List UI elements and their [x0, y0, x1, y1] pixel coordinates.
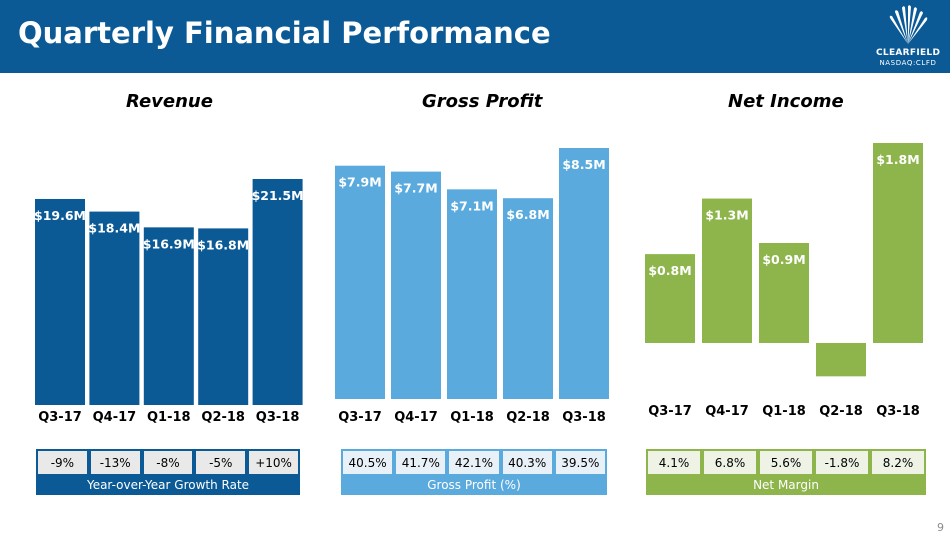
net-income-value-label: -$0.3M	[817, 388, 865, 403]
revenue-category-label: Q3-17	[38, 410, 82, 425]
gross-profit-bar-q4-17	[391, 171, 441, 399]
revenue-bar-q2-18	[198, 228, 249, 405]
net-income-percent-cell: 5.6%	[760, 451, 812, 474]
revenue-category-label: Q1-18	[147, 410, 191, 425]
fan-logo-icon	[889, 5, 928, 44]
page-number: 9	[937, 521, 944, 534]
revenue-bar-q1-18	[143, 227, 194, 405]
gross-profit-percent-cell: 40.3%	[502, 451, 552, 474]
revenue-percent-strip: -9% -13% -8% -5% +10%	[36, 449, 300, 476]
net-income-percent-cell: -1.8%	[816, 451, 868, 474]
gross-profit-value-label: $7.1M	[450, 198, 493, 213]
gross-profit-category-label: Q3-18	[562, 410, 606, 425]
gross-profit-strip-label: Gross Profit (%)	[341, 476, 607, 495]
gross-profit-category-label: Q2-18	[506, 410, 550, 425]
gross-profit-value-label: $7.7M	[394, 181, 437, 196]
revenue-percent-cell: -8%	[143, 451, 193, 474]
gross-profit-percent-cell: 39.5%	[555, 451, 605, 474]
gross-profit-category-label: Q3-17	[338, 410, 382, 425]
gross-profit-percent-strip: 40.5% 41.7% 42.1% 40.3% 39.5%	[341, 449, 607, 476]
net-income-category-label: Q2-18	[819, 404, 863, 419]
revenue-bar-q3-18	[252, 179, 303, 405]
logo-name: CLEARFIELD	[876, 48, 941, 58]
net-income-strip-label: Net Margin	[646, 476, 926, 495]
net-income-category-label: Q1-18	[762, 404, 806, 419]
gross-profit-percent-cell: 40.5%	[343, 451, 393, 474]
revenue-value-label: $18.4M	[88, 221, 140, 236]
gross-profit-bar-q3-17	[335, 165, 385, 399]
revenue-category-label: Q2-18	[201, 410, 245, 425]
net-income-percent-cell: 6.8%	[704, 451, 756, 474]
net-income-bar-q3-18	[873, 143, 923, 343]
net-income-bar-q3-17	[645, 254, 695, 343]
gross-profit-bar-q1-18	[447, 189, 497, 399]
net-income-category-label: Q3-17	[648, 404, 692, 419]
gross-profit-category-label: Q4-17	[394, 410, 438, 425]
slide-title: Quarterly Financial Performance	[18, 16, 551, 50]
net-income-chart-title: Net Income	[728, 91, 844, 112]
net-income-value-label: $0.8M	[648, 263, 691, 278]
revenue-strip-label: Year-over-Year Growth Rate	[36, 476, 300, 495]
net-income-bar-q2-18	[816, 343, 866, 377]
clearfield-logo: CLEARFIELD NASDAQ:CLFD	[876, 4, 940, 70]
header-bar: Quarterly Financial Performance CLEARFIE…	[0, 0, 950, 73]
revenue-percent-cell: -9%	[38, 451, 87, 474]
net-income-bar-q4-17	[702, 198, 752, 343]
gross-profit-percent-cell: 41.7%	[396, 451, 446, 474]
gross-profit-value-label: $6.8M	[506, 207, 549, 222]
revenue-category-label: Q3-18	[256, 410, 300, 425]
revenue-bar-q4-17	[89, 211, 140, 405]
net-income-value-label: $0.9M	[762, 252, 805, 267]
revenue-percent-cell: -5%	[196, 451, 246, 474]
gross-profit-category-label: Q1-18	[450, 410, 494, 425]
revenue-chart-title: Revenue	[126, 91, 213, 112]
net-income-percent-strip: 4.1% 6.8% 5.6% -1.8% 8.2%	[646, 449, 926, 476]
net-income-category-label: Q4-17	[705, 404, 749, 419]
gross-profit-chart-title: Gross Profit	[422, 91, 543, 112]
gross-profit-bar-q3-18	[559, 148, 609, 399]
net-income-value-label: $1.8M	[876, 152, 919, 167]
revenue-value-label: $16.9M	[143, 236, 195, 251]
net-income-category-label: Q3-18	[876, 404, 920, 419]
revenue-percent-cell: -13%	[90, 451, 140, 474]
net-income-percent-cell: 4.1%	[648, 451, 700, 474]
net-income-value-label: $1.3M	[705, 208, 748, 223]
net-income-percent-cell: 8.2%	[872, 451, 924, 474]
revenue-value-label: $21.5M	[252, 188, 304, 203]
net-income-bar-q1-18	[759, 243, 809, 343]
gross-profit-value-label: $8.5M	[562, 157, 605, 172]
revenue-value-label: $19.6M	[34, 208, 86, 223]
revenue-value-label: $16.8M	[197, 237, 249, 252]
gross-profit-bar-q2-18	[503, 198, 553, 399]
revenue-bar-q3-17	[35, 198, 85, 405]
revenue-category-label: Q4-17	[93, 410, 137, 425]
revenue-percent-cell: +10%	[249, 451, 298, 474]
gross-profit-value-label: $7.9M	[338, 175, 381, 190]
logo-ticker: NASDAQ:CLFD	[879, 59, 937, 67]
gross-profit-percent-cell: 42.1%	[449, 451, 499, 474]
